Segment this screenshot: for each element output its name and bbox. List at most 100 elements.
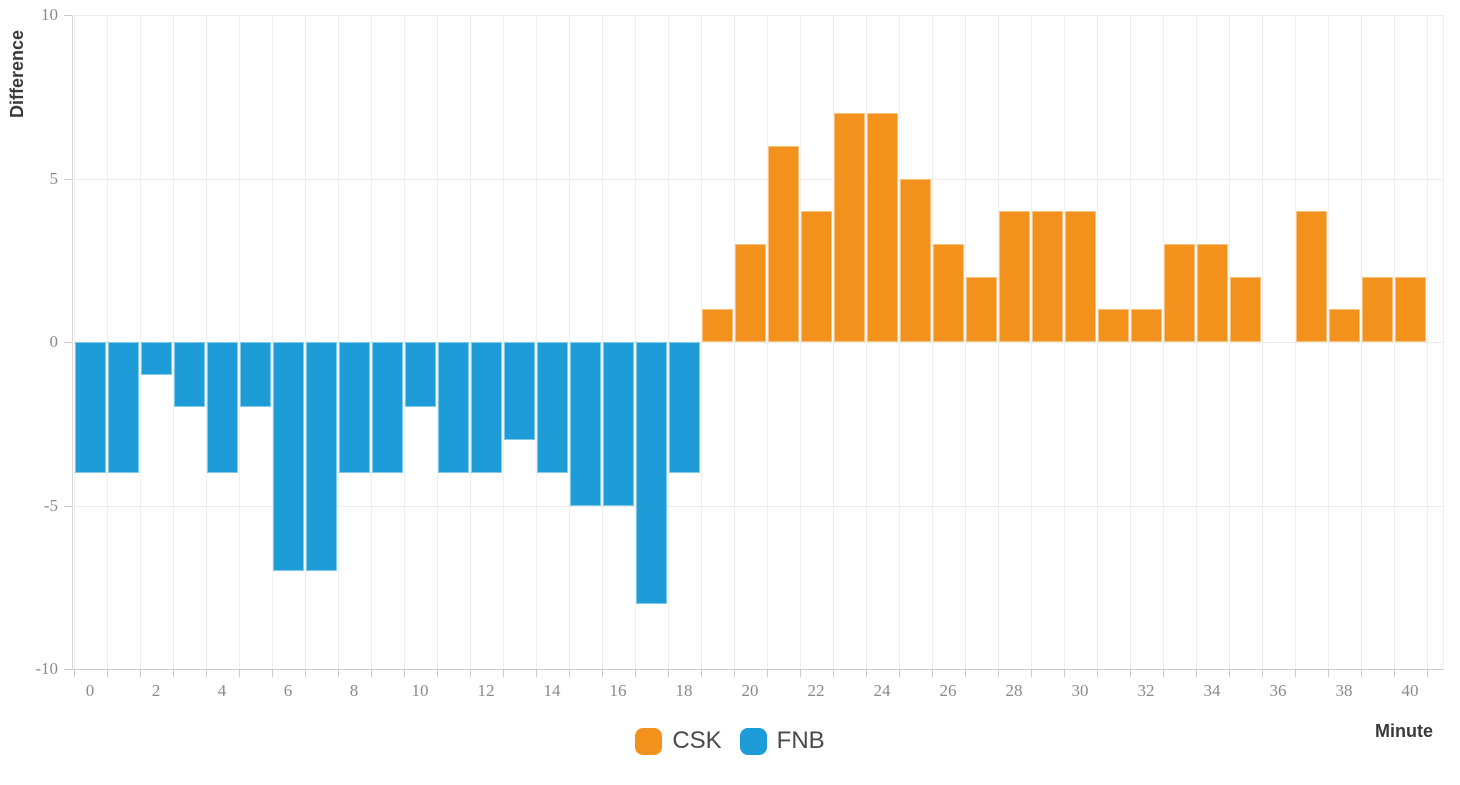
- x-axis-tick: [1162, 670, 1164, 677]
- bar-fnb-minute-6: [272, 342, 304, 571]
- x-tick-label: 30: [1071, 681, 1089, 700]
- horizontal-gridline: [72, 505, 1444, 507]
- x-axis-tick: [865, 670, 867, 677]
- bar-fnb-minute-7: [305, 342, 337, 571]
- horizontal-gridline: [72, 342, 1444, 343]
- legend-item-fnb[interactable]: FNB: [739, 727, 825, 755]
- x-tick-label: 18: [675, 681, 693, 700]
- bar-csk-minute-19: [701, 309, 733, 342]
- bar-csk-minute-21: [767, 145, 799, 342]
- x-tick-label: 28: [1005, 681, 1023, 700]
- bar-csk-minute-31: [1097, 309, 1129, 342]
- y-axis-tick: [64, 505, 72, 507]
- x-axis-tick: [667, 670, 669, 677]
- x-axis-tick: [139, 670, 141, 677]
- bar-fnb-minute-17: [635, 342, 667, 604]
- bar-csk-minute-22: [800, 211, 832, 342]
- y-axis-title: Difference: [7, 29, 27, 119]
- x-axis-tick: [1360, 670, 1362, 677]
- x-axis-tick: [997, 670, 999, 677]
- x-tick-label: 24: [873, 681, 891, 700]
- x-axis-title: Minute: [1375, 721, 1433, 741]
- x-axis-tick: [1261, 670, 1263, 677]
- bar-fnb-minute-9: [371, 342, 403, 473]
- bar-csk-minute-33: [1163, 243, 1195, 342]
- legend-label-fnb: FNB: [776, 727, 825, 754]
- y-axis-tick: [64, 342, 72, 343]
- bar-csk-minute-24: [866, 113, 898, 342]
- x-tick-label: 32: [1137, 681, 1155, 700]
- bar-fnb-minute-15: [569, 342, 601, 506]
- bar-csk-minute-40: [1394, 276, 1426, 342]
- bar-csk-minute-39: [1361, 276, 1393, 342]
- y-tick-label: 5: [49, 168, 59, 188]
- x-axis-tick: [1327, 670, 1329, 677]
- x-axis-line: [72, 669, 1444, 670]
- x-axis-tick: [898, 670, 900, 677]
- y-axis-tick: [64, 15, 72, 16]
- x-axis-tick: [370, 670, 372, 677]
- bar-fnb-minute-16: [602, 342, 634, 506]
- x-tick-label: 20: [741, 681, 759, 700]
- x-axis-tick: [238, 670, 240, 677]
- bar-fnb-minute-13: [503, 342, 535, 441]
- x-axis-tick: [1393, 670, 1395, 677]
- x-axis-tick: [502, 670, 504, 677]
- bar-fnb-minute-11: [437, 342, 469, 473]
- y-tick-label: -5: [43, 495, 58, 515]
- x-axis-tick: [271, 670, 273, 677]
- x-axis-tick: [832, 670, 834, 677]
- x-tick-label: 34: [1203, 681, 1221, 700]
- bar-fnb-minute-2: [140, 342, 172, 375]
- bar-csk-minute-30: [1064, 211, 1096, 342]
- x-tick-label: 10: [411, 681, 429, 700]
- legend-item-csk[interactable]: CSK: [635, 727, 722, 755]
- plot-area: [72, 15, 1444, 677]
- legend-label-csk: CSK: [672, 727, 722, 754]
- bar-fnb-minute-5: [239, 342, 271, 408]
- y-axis-tick: [64, 178, 72, 180]
- x-axis-tick: [73, 670, 75, 677]
- bar-fnb-minute-0: [74, 342, 106, 473]
- x-axis-tick: [304, 670, 306, 677]
- x-tick-label: 40: [1401, 681, 1419, 700]
- x-axis-tick: [172, 670, 174, 677]
- x-axis-tick: [733, 670, 735, 677]
- x-tick-label: 8: [349, 681, 359, 700]
- bar-csk-minute-23: [833, 113, 865, 342]
- horizontal-gridline: [72, 15, 1444, 16]
- x-axis-tick: [766, 670, 768, 677]
- bar-fnb-minute-3: [173, 342, 205, 408]
- y-tick-label: 10: [41, 5, 58, 24]
- bar-csk-minute-28: [998, 211, 1030, 342]
- bar-csk-minute-27: [965, 276, 997, 342]
- x-axis-tick: [436, 670, 438, 677]
- bar-csk-minute-38: [1328, 309, 1360, 342]
- x-axis-tick: [1030, 670, 1032, 677]
- legend-marker-csk: [635, 727, 663, 755]
- y-tick-label: -10: [35, 659, 58, 678]
- bar-fnb-minute-10: [404, 342, 436, 408]
- y-axis-tick: [64, 669, 72, 670]
- bar-fnb-minute-1: [107, 342, 139, 473]
- bar-csk-minute-29: [1031, 211, 1063, 342]
- x-tick-label: 12: [477, 681, 495, 700]
- x-axis-tick: [106, 670, 108, 677]
- x-axis-tick: [601, 670, 603, 677]
- bar-fnb-minute-14: [536, 342, 568, 473]
- bar-fnb-minute-4: [206, 342, 238, 473]
- bar-csk-minute-20: [734, 243, 766, 342]
- x-axis-tick: [964, 670, 966, 677]
- x-axis-tick: [535, 670, 537, 677]
- x-tick-label: 38: [1335, 681, 1353, 700]
- legend-marker-fnb: [739, 727, 767, 755]
- x-axis-tick: [1096, 670, 1098, 677]
- bar-fnb-minute-18: [668, 342, 700, 473]
- x-tick-label: 4: [217, 681, 227, 700]
- y-tick-label: 0: [49, 332, 59, 351]
- x-axis-tick: [403, 670, 405, 677]
- x-axis-tick: [700, 670, 702, 677]
- x-axis-tick: [568, 670, 570, 677]
- x-tick-label: 14: [543, 681, 561, 700]
